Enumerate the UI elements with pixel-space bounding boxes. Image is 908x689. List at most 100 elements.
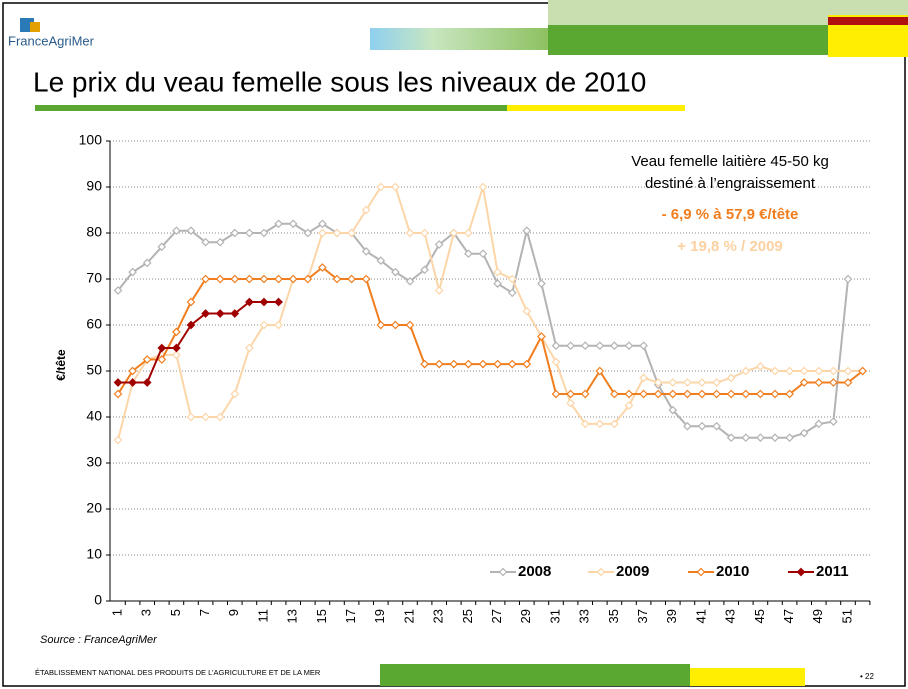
series-line xyxy=(117,266,864,395)
legend-marker xyxy=(596,567,606,577)
x-tick-label: 19 xyxy=(372,609,387,623)
x-tick-label: 1 xyxy=(109,609,124,616)
data-point xyxy=(464,249,473,259)
x-tick-label: 23 xyxy=(431,609,446,623)
data-point xyxy=(157,343,167,353)
data-point xyxy=(785,389,794,399)
data-point xyxy=(551,357,561,367)
data-point xyxy=(799,428,809,438)
data-point xyxy=(172,327,181,337)
data-point xyxy=(785,366,794,376)
data-point xyxy=(405,276,415,286)
data-point xyxy=(843,366,853,376)
data-point xyxy=(113,286,123,295)
data-point xyxy=(420,359,429,369)
data-point xyxy=(186,226,196,236)
data-point xyxy=(712,378,721,387)
annotation: destiné à l’engraissement xyxy=(645,175,816,192)
data-point xyxy=(668,389,678,399)
data-point xyxy=(361,205,371,215)
y-tick-label: 90 xyxy=(86,178,102,194)
data-point xyxy=(770,366,780,376)
data-point xyxy=(391,320,400,330)
data-point xyxy=(610,389,619,399)
data-point xyxy=(741,389,751,399)
data-point xyxy=(537,332,546,341)
data-point xyxy=(639,341,648,351)
x-tick-label: 49 xyxy=(810,609,825,623)
data-point xyxy=(230,228,240,238)
data-point xyxy=(493,359,502,369)
data-point xyxy=(653,389,663,399)
data-point xyxy=(639,389,648,399)
header-bar xyxy=(548,25,828,55)
title-underline xyxy=(35,105,507,111)
legend-marker xyxy=(696,567,706,577)
y-tick-label: 0 xyxy=(94,592,102,608)
data-point xyxy=(259,228,269,238)
data-point xyxy=(624,341,634,351)
data-point xyxy=(668,378,678,387)
data-point xyxy=(537,279,546,288)
y-tick-label: 20 xyxy=(86,500,102,516)
x-tick-label: 35 xyxy=(606,609,621,623)
data-point xyxy=(829,378,838,387)
data-point xyxy=(113,378,123,387)
data-point xyxy=(829,366,838,376)
y-tick-label: 60 xyxy=(86,316,102,332)
data-point xyxy=(756,362,765,371)
y-axis-label: €/tête xyxy=(54,349,68,381)
data-point xyxy=(274,297,283,307)
data-point xyxy=(332,274,342,284)
data-point xyxy=(303,228,313,238)
data-point xyxy=(843,378,853,387)
data-point xyxy=(814,366,824,376)
data-point xyxy=(215,412,225,422)
data-point xyxy=(814,419,824,429)
data-point xyxy=(434,240,444,249)
data-point xyxy=(449,359,459,369)
data-point xyxy=(566,341,575,351)
data-point xyxy=(683,389,692,399)
x-tick-label: 11 xyxy=(255,609,270,623)
data-point xyxy=(566,398,575,408)
data-point xyxy=(610,419,619,429)
x-tick-label: 47 xyxy=(781,609,796,623)
y-tick-label: 30 xyxy=(86,454,102,470)
data-point xyxy=(522,306,532,316)
x-tick-label: 45 xyxy=(752,609,767,623)
y-tick-label: 50 xyxy=(86,362,102,378)
data-point xyxy=(142,378,152,387)
x-tick-label: 3 xyxy=(139,609,154,616)
data-point xyxy=(610,341,619,351)
footer-bar xyxy=(690,668,805,686)
data-point xyxy=(186,320,196,330)
x-tick-label: 39 xyxy=(664,609,679,623)
data-point xyxy=(318,219,327,229)
data-point xyxy=(858,366,867,376)
annotation: - 6,9 % à 57,9 €/tête xyxy=(662,206,799,223)
data-point xyxy=(274,274,283,284)
legend-label: 2009 xyxy=(616,563,649,580)
legend-label: 2010 xyxy=(716,563,749,580)
data-point xyxy=(697,389,707,399)
data-point xyxy=(799,378,809,387)
x-tick-label: 7 xyxy=(197,609,212,616)
data-point xyxy=(186,412,196,422)
data-point xyxy=(653,378,663,387)
data-point xyxy=(274,219,283,229)
legend-label: 2008 xyxy=(518,563,551,580)
y-tick-label: 80 xyxy=(86,224,102,240)
data-point xyxy=(128,267,137,277)
data-point xyxy=(478,359,488,369)
data-point xyxy=(493,279,502,288)
x-tick-label: 41 xyxy=(693,609,708,623)
data-point xyxy=(288,219,298,229)
data-point xyxy=(843,274,853,284)
data-point xyxy=(245,274,254,284)
slide-title: Le prix du veau femelle sous les niveaux… xyxy=(33,66,646,97)
y-tick-label: 40 xyxy=(86,408,102,424)
data-point xyxy=(245,228,254,238)
data-point xyxy=(128,378,137,387)
